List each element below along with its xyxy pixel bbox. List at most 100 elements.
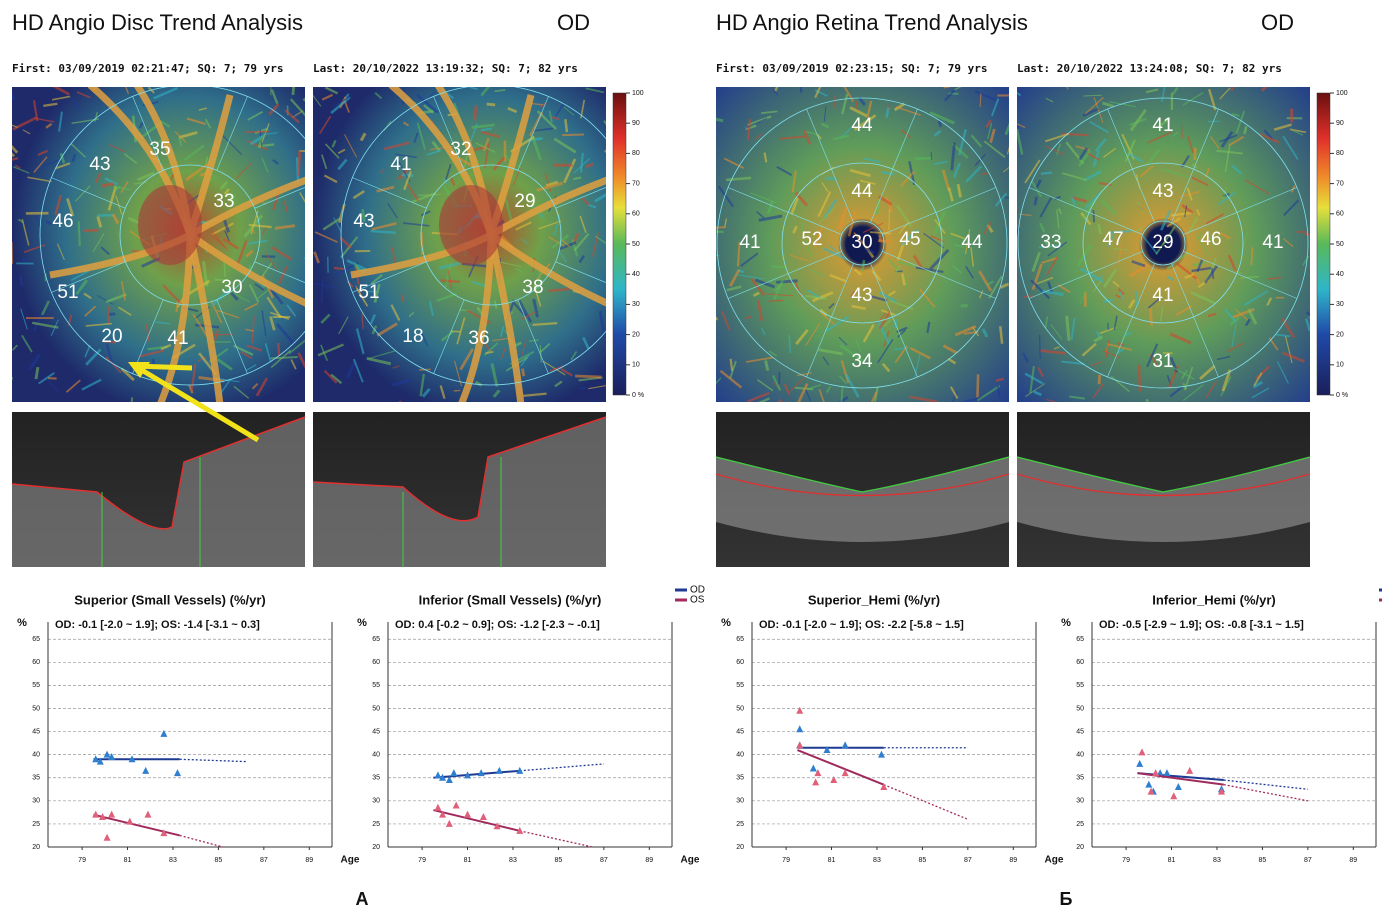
texture: [769, 300, 784, 301]
texture: [522, 369, 523, 377]
y-tick-label: 65: [1076, 636, 1084, 643]
data-point: [1186, 767, 1193, 774]
x-tick-label: 85: [919, 857, 927, 864]
panel-title: HD Angio Retina Trend Analysis: [716, 10, 1028, 35]
texture: [1035, 197, 1037, 206]
chart-subtitle: OD: -0.1 [-2.0 ~ 1.9]; OS: -2.2 [-5.8 ~ …: [759, 619, 964, 631]
y-tick-label: 25: [736, 821, 744, 828]
texture: [1139, 365, 1140, 392]
colorbar-label: 50: [1336, 241, 1344, 248]
density-map: 414333472946414131: [998, 65, 1329, 408]
x-tick-label: 87: [600, 857, 608, 864]
x-tick-label: 83: [1213, 857, 1221, 864]
data-point: [480, 813, 487, 820]
trend-line: [797, 750, 883, 785]
x-tick-label: 87: [964, 857, 972, 864]
sector-value: 31: [1152, 351, 1173, 372]
sector-value: 41: [390, 154, 411, 175]
data-point: [796, 741, 803, 748]
y-tick-label: 45: [32, 728, 40, 735]
y-tick-label: 25: [1076, 821, 1084, 828]
density-map: 444441523045444334: [700, 69, 1028, 415]
colorbar: [613, 93, 626, 395]
texture: [131, 397, 132, 404]
x-axis-label: Age: [1045, 855, 1064, 866]
sector-value: 43: [89, 154, 110, 175]
y-tick-label: 60: [1076, 659, 1084, 666]
y-tick-label: 30: [1076, 798, 1084, 805]
sector-value: 29: [1152, 232, 1173, 253]
texture: [21, 275, 22, 287]
texture: [977, 374, 978, 397]
data-point: [434, 771, 441, 778]
y-tick-label: 55: [736, 682, 744, 689]
texture: [36, 367, 38, 379]
x-tick-label: 79: [1122, 857, 1130, 864]
last-scan-info: Last: 20/10/2022 13:24:08; SQ: 7; 82 yrs: [1017, 62, 1282, 75]
sector-value: 29: [514, 191, 535, 212]
texture: [402, 294, 403, 302]
sector-value: 41: [1262, 232, 1283, 253]
texture: [996, 379, 1004, 381]
sector-value: 35: [149, 139, 170, 160]
sector-value: 43: [1152, 181, 1173, 202]
texture: [862, 260, 864, 271]
density-map: 4132294338511836: [309, 74, 641, 420]
texture: [562, 135, 584, 136]
x-tick-label: 89: [1349, 857, 1357, 864]
y-tick-label: 20: [736, 844, 744, 851]
colorbar-label: 40: [1336, 271, 1344, 278]
colorbar-label: 70: [1336, 180, 1344, 187]
x-tick-label: 83: [509, 857, 517, 864]
data-point: [842, 741, 849, 748]
texture: [880, 235, 881, 242]
texture: [514, 74, 523, 88]
data-point: [453, 801, 460, 808]
texture: [575, 376, 601, 377]
data-point: [108, 811, 115, 818]
sector-value: 43: [353, 211, 374, 232]
sector-value: 32: [450, 139, 471, 160]
panel-title: HD Angio Disc Trend Analysis: [12, 10, 303, 35]
colorbar-label: 90: [632, 120, 640, 127]
x-axis-label: Age: [681, 855, 700, 866]
texture: [700, 298, 717, 319]
texture: [475, 106, 477, 121]
sector-value: 41: [739, 232, 760, 253]
texture: [1108, 323, 1109, 330]
colorbar-label: 40: [632, 271, 640, 278]
sector-value: 30: [851, 232, 872, 253]
texture: [772, 266, 785, 267]
colorbar-label: 20: [1336, 331, 1344, 338]
trend-line: [93, 815, 179, 836]
y-axis-label: %: [17, 617, 27, 629]
colorbar-label: 100: [1336, 90, 1348, 97]
sector-value: 47: [1102, 229, 1123, 250]
y-tick-label: 55: [32, 682, 40, 689]
colorbar-label: 0 %: [632, 392, 644, 399]
trend-projection: [884, 785, 968, 820]
colorbar-label: 50: [632, 241, 640, 248]
y-tick-label: 45: [736, 728, 744, 735]
sector-value: 51: [358, 282, 379, 303]
x-tick-label: 85: [555, 857, 563, 864]
x-tick-label: 81: [464, 857, 472, 864]
data-point: [92, 811, 99, 818]
chart-title: Superior_Hemi (%/yr): [808, 592, 940, 607]
chart-title: Inferior (Small Vessels) (%/yr): [419, 592, 602, 607]
texture: [889, 209, 890, 230]
data-point: [142, 767, 149, 774]
trend-projection: [520, 764, 604, 771]
first-scan-info: First: 03/09/2019 02:21:47; SQ: 7; 79 yr…: [12, 62, 284, 75]
trend-projection: [520, 831, 593, 847]
sector-value: 51: [57, 282, 78, 303]
y-tick-label: 60: [372, 659, 380, 666]
texture: [9, 377, 12, 387]
x-tick-label: 79: [418, 857, 426, 864]
colorbar-label: 80: [1336, 150, 1344, 157]
sector-value: 34: [851, 351, 873, 372]
y-axis-label: %: [357, 617, 367, 629]
x-axis-label: Age: [341, 855, 360, 866]
content: HD Angio Disc Trend AnalysisODFirst: 03/…: [0, 10, 1382, 909]
texture: [776, 281, 797, 283]
